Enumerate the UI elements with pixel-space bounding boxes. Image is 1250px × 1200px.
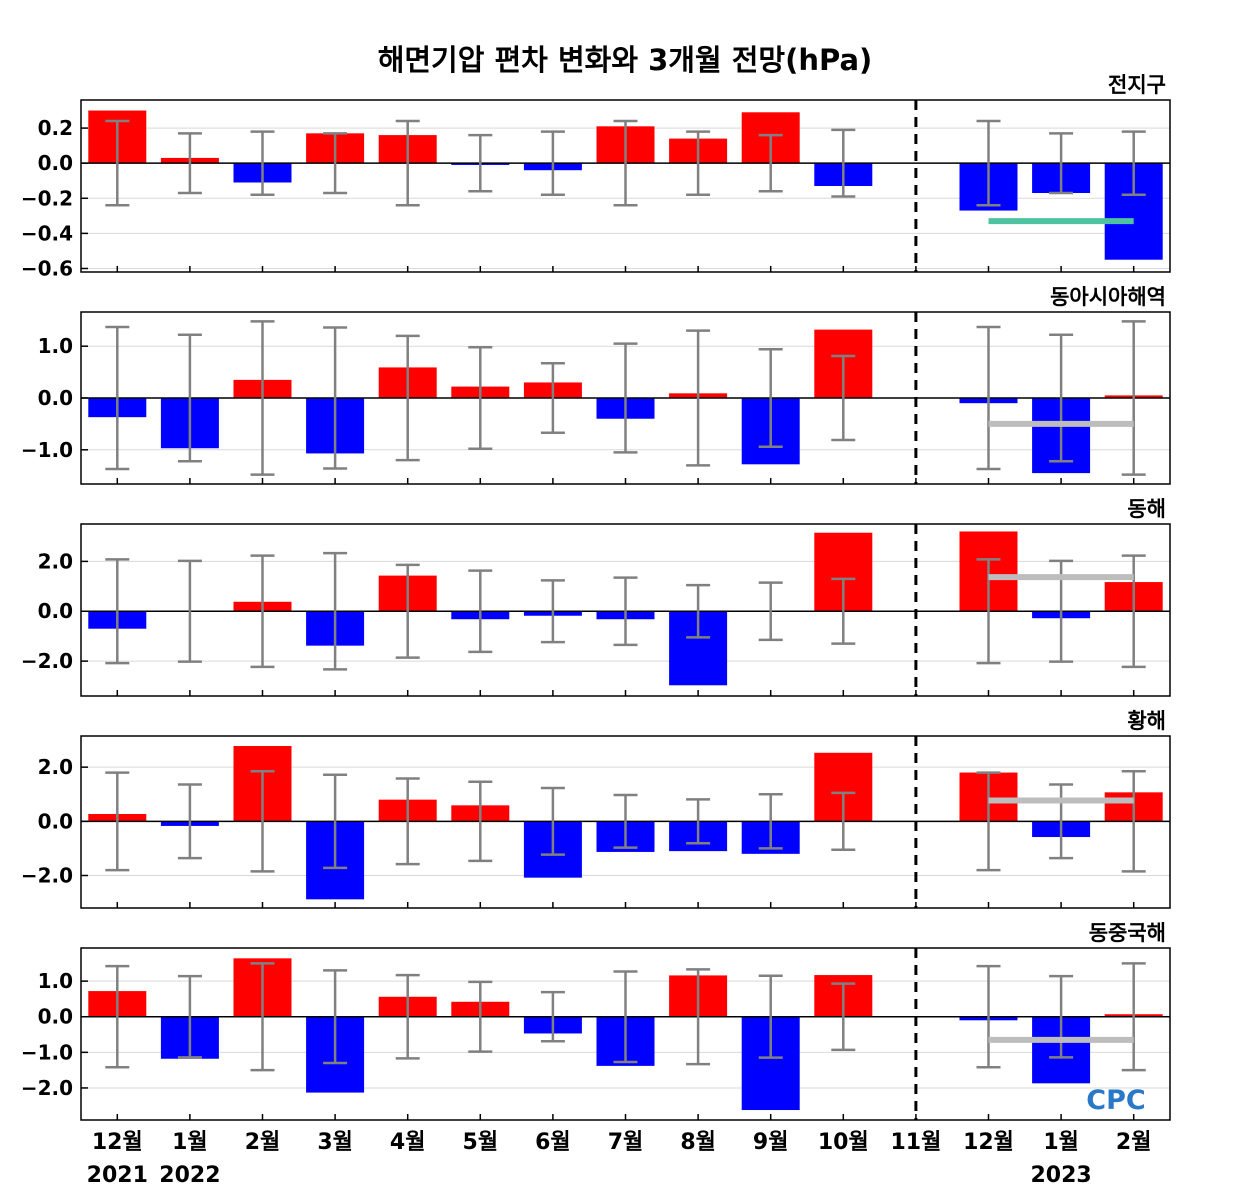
x-tick-label: 5월 bbox=[463, 1130, 499, 1155]
y-tick-label: 2.0 bbox=[38, 549, 73, 573]
y-tick-label: 0.2 bbox=[38, 116, 73, 140]
cpc-logo: CPC bbox=[1086, 1085, 1145, 1116]
y-tick-label: −0.6 bbox=[21, 256, 73, 280]
x-axis-labels: 12월 1월 2월 3월 4월 5월 6월 7월 8월 9월 10월 11월 12월 1월 2월 2021 20… bbox=[87, 1130, 1152, 1188]
region-label: 전지구 bbox=[1108, 73, 1166, 97]
y-tick-label: 1.0 bbox=[38, 334, 73, 358]
panel-2: 동아시아해역 1.0 0.0 −1.0 bbox=[21, 285, 1171, 485]
y-tick-label: 0.0 bbox=[38, 809, 73, 833]
panel-frame bbox=[80, 99, 1171, 273]
panel-frame bbox=[80, 735, 1171, 909]
panel-frame bbox=[80, 523, 1171, 697]
region-label: 동중국해 bbox=[1089, 921, 1166, 945]
y-tick-label: 0.0 bbox=[38, 599, 73, 623]
x-tick-label: 6월 bbox=[535, 1130, 571, 1155]
y-tick-label: −1.0 bbox=[21, 438, 73, 462]
y-tick-label: −0.2 bbox=[21, 186, 73, 210]
panel-5: 동중국해 1.0 0.0 −1.0 −2.0 bbox=[21, 921, 1171, 1121]
panel-3: 동해 2.0 0.0 −2.0 bbox=[21, 497, 1171, 697]
chart-title: 해면기압 편차 변화와 3개월 전망(hPa) bbox=[378, 43, 873, 77]
year-label: 2022 bbox=[159, 1163, 220, 1188]
x-tick-label: 1월 bbox=[172, 1130, 208, 1155]
x-tick-label: 3월 bbox=[317, 1130, 353, 1155]
x-tick-label: 12월 bbox=[92, 1130, 143, 1155]
region-label: 황해 bbox=[1127, 709, 1166, 733]
x-tick-label: 12월 bbox=[963, 1130, 1014, 1155]
y-tick-label: 0.0 bbox=[38, 386, 73, 410]
panel-frame bbox=[80, 947, 1171, 1121]
y-tick-label: 1.0 bbox=[38, 969, 73, 993]
y-tick-label: −0.4 bbox=[21, 221, 73, 245]
x-tick-label: 4월 bbox=[390, 1130, 426, 1155]
x-tick-label: 8월 bbox=[680, 1130, 716, 1155]
cpc-logo-text: CPC bbox=[1086, 1085, 1145, 1116]
x-tick-label: 2월 bbox=[245, 1130, 281, 1155]
panel-4: 황해 2.0 0.0 −2.0 bbox=[21, 709, 1171, 909]
year-label: 2023 bbox=[1030, 1163, 1091, 1188]
region-label: 동아시아해역 bbox=[1050, 285, 1166, 309]
y-tick-label: 0.0 bbox=[38, 1005, 73, 1029]
y-tick-label: −2.0 bbox=[21, 649, 73, 673]
y-tick-label: 0.0 bbox=[38, 151, 73, 175]
x-tick-label: 10월 bbox=[818, 1130, 869, 1155]
panels: 전지구 0.2 0.0 −0.2 −0.4 −0.6 동아시아해역 1.0 0.0 −1.0 동해 2… bbox=[21, 73, 1171, 1121]
y-tick-label: 2.0 bbox=[38, 755, 73, 779]
y-tick-label: −2.0 bbox=[21, 863, 73, 887]
x-tick-label: 7월 bbox=[608, 1130, 644, 1155]
y-tick-label: −2.0 bbox=[21, 1076, 73, 1100]
x-tick-label: 2월 bbox=[1116, 1130, 1152, 1155]
y-tick-label: −1.0 bbox=[21, 1040, 73, 1064]
x-tick-label: 11월 bbox=[890, 1130, 941, 1155]
year-label: 2021 bbox=[87, 1163, 148, 1188]
region-label: 동해 bbox=[1127, 497, 1166, 521]
x-tick-label: 9월 bbox=[753, 1130, 789, 1155]
x-tick-label: 1월 bbox=[1043, 1130, 1079, 1155]
panel-1: 전지구 0.2 0.0 −0.2 −0.4 −0.6 bbox=[21, 73, 1171, 280]
panel-frame bbox=[80, 311, 1171, 485]
